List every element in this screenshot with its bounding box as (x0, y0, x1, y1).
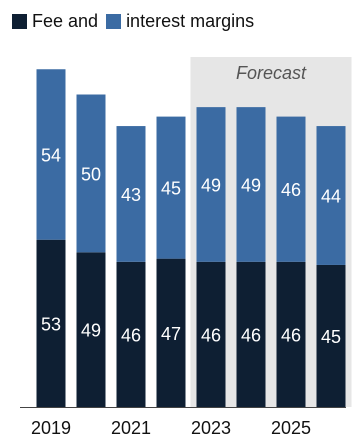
x-tick-label-2021: 2021 (111, 418, 151, 438)
bar-fee-2025 (276, 261, 306, 407)
bar-label-interest-2025: 46 (281, 180, 301, 200)
bar-interest-2020 (76, 94, 106, 253)
bar-label-fee-2025: 46 (281, 325, 301, 345)
bar-fee-2024 (236, 261, 266, 407)
bar-interest-2019 (36, 69, 66, 240)
forecast-label: Forecast (236, 63, 307, 83)
bar-fee-2020 (76, 252, 106, 407)
bar-interest-2023 (196, 107, 226, 262)
bar-label-interest-2022: 45 (161, 179, 181, 199)
bar-interest-2025 (276, 116, 306, 262)
legend-label-interest: interest margins (126, 10, 255, 31)
legend-item-interest: interest margins (106, 11, 254, 32)
bar-interest-2026 (316, 126, 346, 265)
bar-label-fee-2024: 46 (241, 325, 261, 345)
bar-label-interest-2023: 49 (201, 175, 221, 195)
bar-fee-2023 (196, 261, 226, 407)
x-tick-label-2023: 2023 (191, 418, 231, 438)
bar-label-fee-2026: 45 (321, 327, 341, 347)
bar-label-fee-2020: 49 (81, 321, 101, 341)
bar-fee-2022 (156, 258, 186, 407)
bar-label-interest-2020: 50 (81, 164, 101, 184)
x-tick-label-2025: 2025 (271, 418, 311, 438)
bar-fee-2026 (316, 264, 346, 407)
bar-fee-2019 (36, 239, 66, 407)
legend-swatch-fee (12, 13, 27, 29)
bar-fee-2021 (116, 261, 146, 407)
bar-label-fee-2019: 53 (41, 314, 61, 334)
bar-label-fee-2023: 46 (201, 325, 221, 345)
chart-legend: Fee and interest margins (12, 8, 254, 34)
legend-item-fee: Fee and (12, 11, 98, 32)
bar-label-interest-2026: 44 (321, 187, 341, 207)
bar-label-fee-2021: 46 (121, 325, 141, 345)
bar-interest-2021 (116, 126, 146, 262)
bar-interest-2022 (156, 116, 186, 259)
bar-label-interest-2024: 49 (241, 175, 261, 195)
x-tick-label-2019: 2019 (31, 418, 71, 438)
bar-label-interest-2021: 43 (121, 185, 141, 205)
legend-label-fee: Fee and (32, 10, 99, 31)
legend-swatch-interest (106, 13, 122, 29)
bar-label-fee-2022: 47 (161, 324, 181, 344)
bar-label-interest-2019: 54 (41, 145, 61, 165)
bar-interest-2024 (236, 107, 266, 262)
